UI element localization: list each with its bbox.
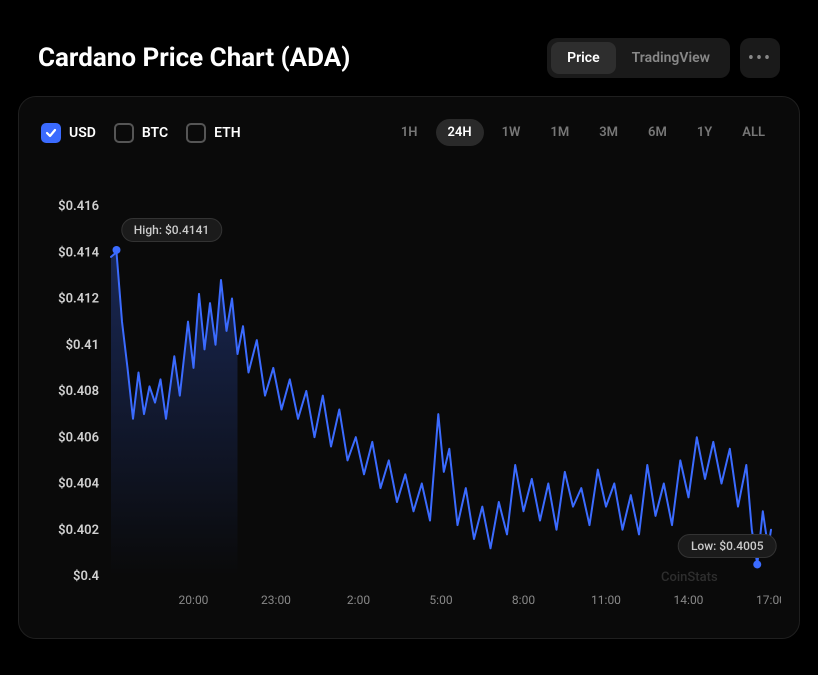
x-axis-label: 23:00 [261, 593, 291, 607]
y-axis-label: $0.4 [73, 569, 100, 584]
chart-card: USDBTCETH 1H24H1W1M3M6M1YALL $0.4$0.402$… [18, 96, 800, 639]
y-axis-label: $0.402 [58, 523, 99, 538]
currency-label: USD [69, 125, 96, 141]
range-button-24h[interactable]: 24H [436, 119, 484, 146]
x-axis-label: 14:00 [674, 593, 704, 607]
x-axis-label: 11:00 [591, 593, 621, 607]
y-axis-label: $0.408 [58, 384, 99, 399]
currency-label: ETH [214, 125, 241, 141]
checkbox-icon [41, 123, 61, 143]
y-axis-label: $0.412 [58, 292, 99, 307]
checkbox-icon [186, 123, 206, 143]
view-toggle: PriceTradingView [547, 38, 730, 78]
y-axis-label: $0.404 [58, 477, 99, 492]
range-group: 1H24H1W1M3M6M1YALL [389, 119, 777, 146]
watermark: CoinStats [661, 570, 718, 585]
x-axis-label: 20:00 [179, 593, 209, 607]
x-axis-label: 2:00 [347, 593, 370, 607]
range-button-1h[interactable]: 1H [389, 119, 430, 146]
range-button-1m[interactable]: 1M [538, 119, 581, 146]
high-badge: High: $0.4141 [121, 218, 222, 242]
page-title: Cardano Price Chart (ADA) [38, 43, 350, 73]
range-button-1w[interactable]: 1W [490, 119, 533, 146]
currency-toggle-btc[interactable]: BTC [114, 123, 168, 143]
ellipsis-icon: ••• [748, 48, 772, 69]
more-button[interactable]: ••• [740, 38, 780, 78]
low-marker-dot [753, 560, 761, 568]
currency-toggle-eth[interactable]: ETH [186, 123, 241, 143]
currency-group: USD BTC ETH [41, 123, 241, 143]
range-button-3m[interactable]: 3M [587, 119, 630, 146]
chart-area: $0.4 $0.402 $0.404 $0.406 $0.408 $0.41 $0.412 $… [41, 156, 781, 626]
currency-toggle-usd[interactable]: USD [41, 123, 96, 143]
y-axis-label: $0.414 [58, 245, 99, 260]
view-tab-tradingview[interactable]: TradingView [616, 42, 726, 74]
x-axis-label: 17:00 [756, 593, 781, 607]
view-tab-price[interactable]: Price [551, 42, 616, 74]
x-axis-label: 5:00 [429, 593, 452, 607]
y-axis-label: $0.41 [66, 338, 99, 353]
currency-label: BTC [142, 125, 168, 141]
range-button-all[interactable]: ALL [730, 119, 777, 146]
low-badge: Low: $0.4005 [678, 534, 777, 558]
checkbox-icon [114, 123, 134, 143]
range-button-6m[interactable]: 6M [636, 119, 679, 146]
x-axis-label: 8:00 [512, 593, 535, 607]
y-axis-label: $0.416 [58, 199, 99, 214]
y-axis-label: $0.406 [58, 430, 99, 445]
range-button-1y[interactable]: 1Y [685, 119, 724, 146]
high-marker-dot [113, 246, 121, 254]
